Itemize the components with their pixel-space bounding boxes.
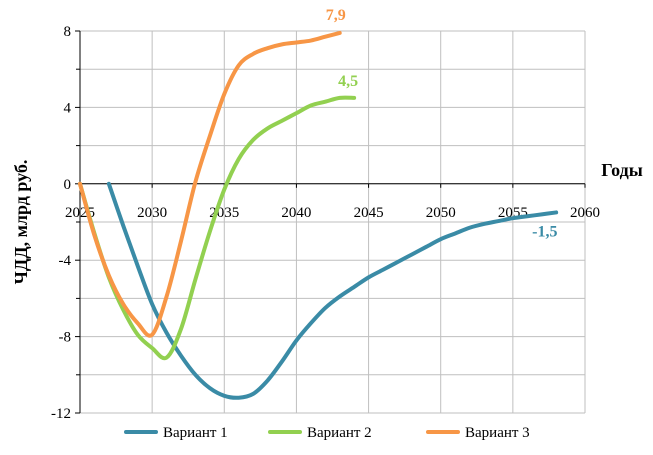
end-labels: -1,5 4,5 7,9 — [326, 7, 558, 241]
x-tick-label: 2030 — [137, 205, 167, 221]
series-3-end-label: 7,9 — [326, 7, 346, 24]
y-tick-label: -8 — [59, 330, 72, 346]
y-axis-title: ЧДД, млрд руб. — [11, 160, 31, 285]
x-tick-label: 2050 — [426, 205, 456, 221]
y-tick-label: -4 — [59, 253, 72, 269]
x-axis-title: Годы — [601, 160, 643, 180]
series-2-end-label: 4,5 — [338, 73, 358, 90]
x-tick-label: 2040 — [281, 205, 311, 221]
series-1-end-label: -1,5 — [532, 223, 557, 240]
legend-item: Вариант 1 — [124, 425, 228, 441]
legend-label: Вариант 1 — [163, 425, 228, 441]
series-1-line — [106, 181, 559, 400]
series-3-line — [78, 30, 342, 338]
y-tick-label: -12 — [51, 406, 71, 422]
y-tick-label: 0 — [64, 177, 72, 193]
legend-label: Вариант 3 — [465, 425, 530, 441]
series-2-line — [78, 95, 357, 361]
legend-item: Вариант 2 — [268, 425, 372, 441]
series-lines — [78, 30, 559, 400]
x-tick-label: 2060 — [570, 205, 600, 221]
y-tick-label: 4 — [64, 100, 72, 116]
x-tick-label: 2045 — [354, 205, 384, 221]
legend-item: Вариант 3 — [426, 425, 530, 441]
legend: Вариант 1 Вариант 2 Вариант 3 — [124, 425, 530, 441]
legend-label: Вариант 2 — [307, 425, 372, 441]
grid — [79, 30, 586, 414]
y-tick-label: 8 — [64, 24, 72, 40]
